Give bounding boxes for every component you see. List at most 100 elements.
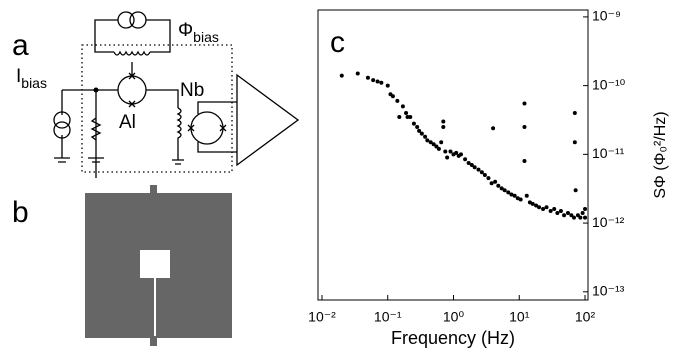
point	[397, 114, 402, 119]
point	[522, 159, 527, 164]
point	[441, 119, 446, 124]
point	[417, 128, 422, 133]
point	[400, 104, 405, 109]
x-tick-label: 10⁻²	[308, 309, 336, 325]
point	[530, 201, 535, 206]
source	[53, 121, 71, 139]
tab	[150, 185, 157, 195]
point	[448, 149, 453, 154]
point	[499, 186, 504, 191]
point	[575, 213, 580, 218]
point	[425, 138, 430, 143]
point	[493, 179, 498, 184]
point	[509, 192, 514, 197]
junction-label: Al	[119, 112, 136, 133]
point	[454, 150, 459, 155]
point	[436, 146, 441, 151]
y-tick-label: 10⁻¹¹	[592, 145, 625, 161]
coil	[172, 107, 184, 165]
point	[583, 215, 588, 220]
node	[93, 87, 99, 93]
point	[423, 134, 428, 139]
point	[580, 211, 585, 216]
x-axis-title: Frequency (Hz)	[391, 328, 515, 348]
y-tick-label: 10⁻⁹	[592, 8, 621, 24]
point	[472, 165, 477, 170]
point	[524, 193, 529, 198]
point	[404, 110, 409, 115]
point	[572, 110, 577, 115]
y-tick-label: 10⁻¹⁰	[592, 76, 626, 92]
point	[541, 207, 546, 212]
y-tick-label: 10⁻¹²	[592, 214, 625, 230]
point	[558, 208, 563, 213]
point	[408, 114, 413, 119]
point	[375, 79, 380, 84]
device-image	[85, 185, 232, 346]
flux-bias-label: Φbias	[178, 20, 219, 45]
subscript: bias	[21, 75, 47, 91]
x-tick-label: 10⁻¹	[374, 309, 402, 325]
point	[569, 213, 574, 218]
point	[445, 155, 450, 160]
y-tick-label: 10⁻¹³	[592, 283, 625, 299]
point	[502, 188, 507, 193]
shield-box	[81, 44, 233, 173]
point	[476, 167, 481, 172]
line	[154, 278, 156, 338]
source	[53, 111, 71, 129]
squid	[190, 111, 224, 145]
junction-label: Nb	[180, 80, 204, 101]
point	[555, 211, 560, 216]
point	[463, 157, 468, 162]
point	[512, 193, 517, 198]
point	[496, 183, 501, 188]
panel-label: a	[12, 29, 29, 62]
point	[578, 215, 583, 220]
symbol: Φ	[178, 20, 193, 41]
point	[506, 190, 511, 195]
panel-label: c	[330, 26, 345, 59]
point	[537, 205, 542, 210]
point	[443, 149, 448, 154]
amplifier	[187, 73, 300, 167]
point	[469, 162, 474, 167]
source	[129, 11, 147, 29]
point	[365, 75, 370, 80]
point	[573, 188, 578, 193]
squid	[117, 75, 147, 105]
point	[518, 197, 523, 202]
point	[390, 94, 395, 99]
point	[522, 125, 527, 130]
point	[415, 125, 420, 130]
point	[489, 181, 494, 186]
point	[572, 215, 577, 220]
point	[522, 101, 527, 106]
point	[411, 121, 416, 126]
point	[583, 207, 588, 212]
subscript: bias	[193, 29, 219, 45]
point	[379, 80, 384, 85]
coil	[94, 19, 171, 56]
tab	[150, 336, 157, 346]
x-tick-label: 10¹	[509, 309, 530, 325]
current-bias-label: Ibias	[16, 66, 47, 91]
pad	[140, 250, 170, 278]
point	[458, 152, 463, 157]
wires	[54, 62, 179, 178]
point	[395, 98, 400, 103]
point	[565, 211, 570, 216]
point	[482, 173, 487, 178]
point	[534, 203, 539, 208]
point	[552, 207, 557, 212]
point	[355, 71, 360, 76]
x-tick-label: 10⁰	[443, 309, 465, 325]
point	[339, 73, 344, 78]
point	[441, 125, 446, 130]
point	[466, 160, 471, 165]
panel-label: b	[12, 196, 29, 229]
point	[428, 140, 433, 145]
point	[562, 213, 567, 218]
point	[572, 140, 577, 145]
